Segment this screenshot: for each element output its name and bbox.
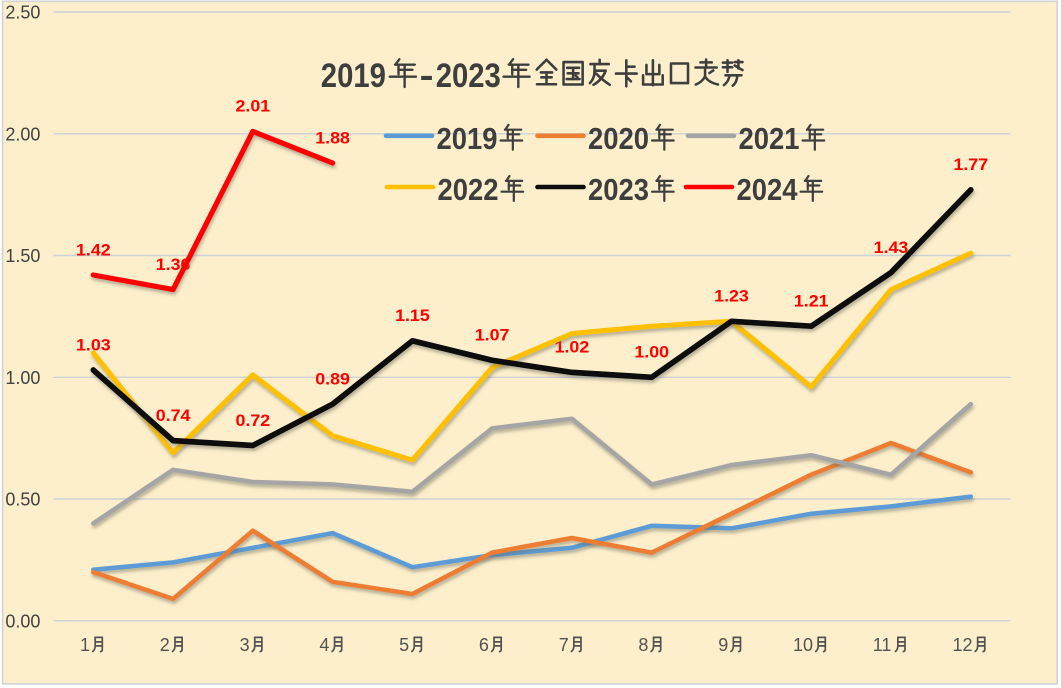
svg-text:2023: 2023 (436, 56, 501, 95)
svg-text:0.50: 0.50 (5, 490, 40, 510)
svg-text:1.21: 1.21 (794, 291, 829, 310)
svg-text:1.42: 1.42 (76, 240, 111, 259)
svg-text:2021: 2021 (739, 123, 800, 157)
svg-text:9: 9 (718, 635, 728, 655)
svg-text:4: 4 (319, 635, 329, 655)
svg-text:1.15: 1.15 (395, 306, 430, 325)
svg-text:1.00: 1.00 (5, 368, 40, 388)
svg-text:1.88: 1.88 (315, 128, 350, 147)
svg-text:10: 10 (793, 635, 813, 655)
svg-text:1.07: 1.07 (475, 325, 510, 344)
svg-text:2020: 2020 (588, 123, 649, 157)
svg-text:8: 8 (638, 635, 648, 655)
svg-text:0.00: 0.00 (5, 612, 40, 632)
svg-text:2022: 2022 (438, 174, 499, 208)
svg-text:11: 11 (873, 635, 892, 655)
svg-text:1.23: 1.23 (714, 286, 749, 305)
svg-text:2024: 2024 (737, 174, 799, 208)
svg-text:1.50: 1.50 (5, 246, 40, 266)
svg-text:5: 5 (399, 635, 409, 655)
svg-text:7: 7 (559, 635, 569, 655)
svg-text:2019: 2019 (321, 56, 386, 95)
svg-text:2: 2 (160, 635, 170, 655)
svg-text:6: 6 (479, 635, 489, 655)
svg-text:0.72: 0.72 (235, 410, 270, 429)
svg-text:1.03: 1.03 (76, 335, 111, 354)
svg-text:2019: 2019 (437, 123, 498, 157)
svg-text:0.74: 0.74 (156, 406, 191, 425)
svg-text:2023: 2023 (588, 174, 649, 208)
svg-text:2.00: 2.00 (5, 125, 40, 145)
svg-text:3: 3 (240, 635, 250, 655)
svg-text:1.02: 1.02 (555, 337, 590, 356)
svg-text:1: 1 (80, 635, 90, 655)
svg-text:2.50: 2.50 (5, 3, 40, 23)
svg-text:-: - (420, 57, 434, 95)
svg-text:1.77: 1.77 (953, 155, 988, 174)
svg-text:0.89: 0.89 (315, 369, 350, 388)
svg-text:2.01: 2.01 (235, 96, 270, 115)
svg-text:1.00: 1.00 (634, 342, 669, 361)
svg-text:1.43: 1.43 (874, 238, 909, 257)
svg-text:12: 12 (953, 635, 973, 655)
